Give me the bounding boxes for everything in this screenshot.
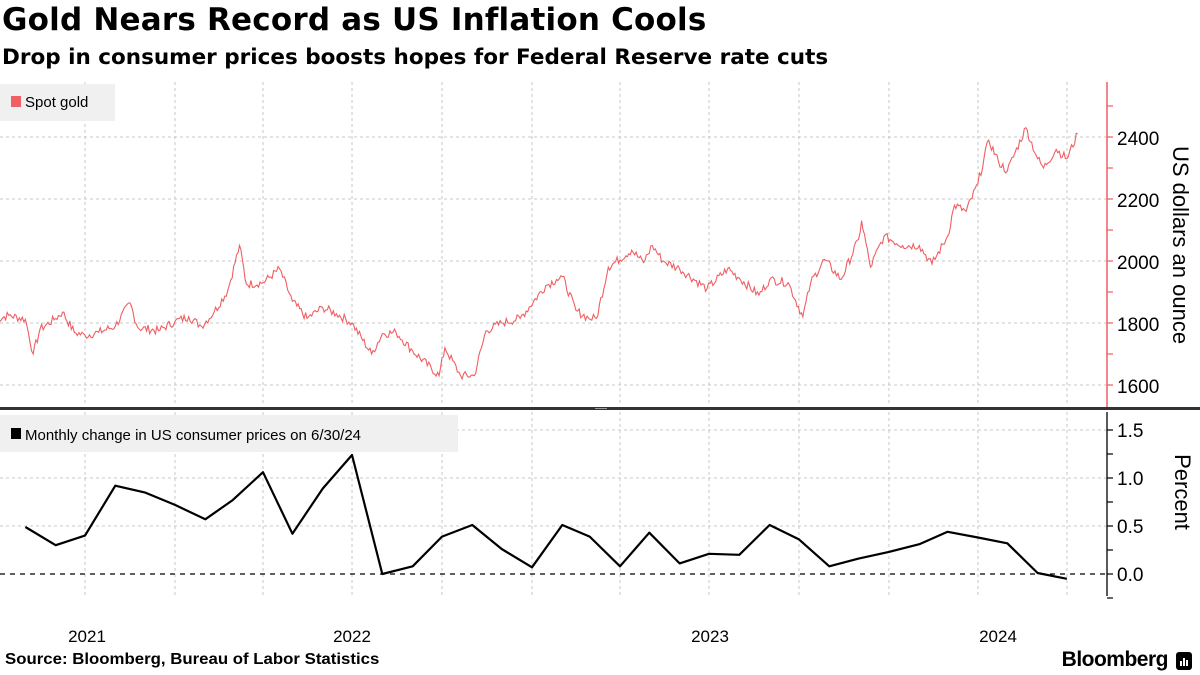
axes bbox=[0, 82, 1200, 599]
bloomberg-logo: Bloomberg bbox=[1061, 648, 1169, 671]
cpi-line bbox=[24, 453, 1068, 580]
gold-price-line bbox=[0, 126, 1078, 381]
x-tick-2024: 2024 bbox=[979, 627, 1017, 646]
chart-title: Gold Nears Record as US Inflation Cools bbox=[2, 2, 707, 38]
x-tick-2023: 2023 bbox=[691, 627, 729, 646]
gold-legend-label: Spot gold bbox=[25, 94, 88, 111]
cpi-panel bbox=[24, 453, 1068, 580]
cpi-legend-label: Monthly change in US consumer prices on … bbox=[25, 427, 361, 444]
gold-y-tick: 2200 bbox=[1117, 191, 1159, 212]
x-tick-2022: 2022 bbox=[333, 627, 371, 646]
cpi-legend-box bbox=[0, 415, 458, 452]
chart-subtitle: Drop in consumer prices boosts hopes for… bbox=[2, 45, 829, 70]
gold-legend-swatch bbox=[11, 96, 21, 107]
gold-y-tick: 1600 bbox=[1117, 377, 1159, 398]
gold-axis-label: US dollars an ounce bbox=[1168, 146, 1193, 344]
gold-y-tick: 2000 bbox=[1117, 253, 1159, 274]
gold-y-tick: 2400 bbox=[1117, 129, 1159, 150]
gold-y-tick: 1800 bbox=[1117, 315, 1159, 336]
cpi-y-tick: 1.0 bbox=[1117, 469, 1143, 490]
cpi-y-tick: 0.0 bbox=[1117, 565, 1143, 586]
gridlines bbox=[0, 82, 1106, 596]
bloomberg-chart-icon bbox=[1176, 652, 1192, 670]
cpi-legend-swatch bbox=[11, 428, 21, 439]
source-note: Source: Bloomberg, Bureau of Labor Stati… bbox=[5, 651, 380, 668]
gold-panel bbox=[0, 126, 1078, 381]
x-tick-2021: 2021 bbox=[68, 627, 106, 646]
cpi-y-tick: 0.5 bbox=[1117, 517, 1143, 538]
cpi-axis-label: Percent bbox=[1170, 454, 1195, 530]
cpi-y-tick: 1.5 bbox=[1117, 421, 1143, 442]
